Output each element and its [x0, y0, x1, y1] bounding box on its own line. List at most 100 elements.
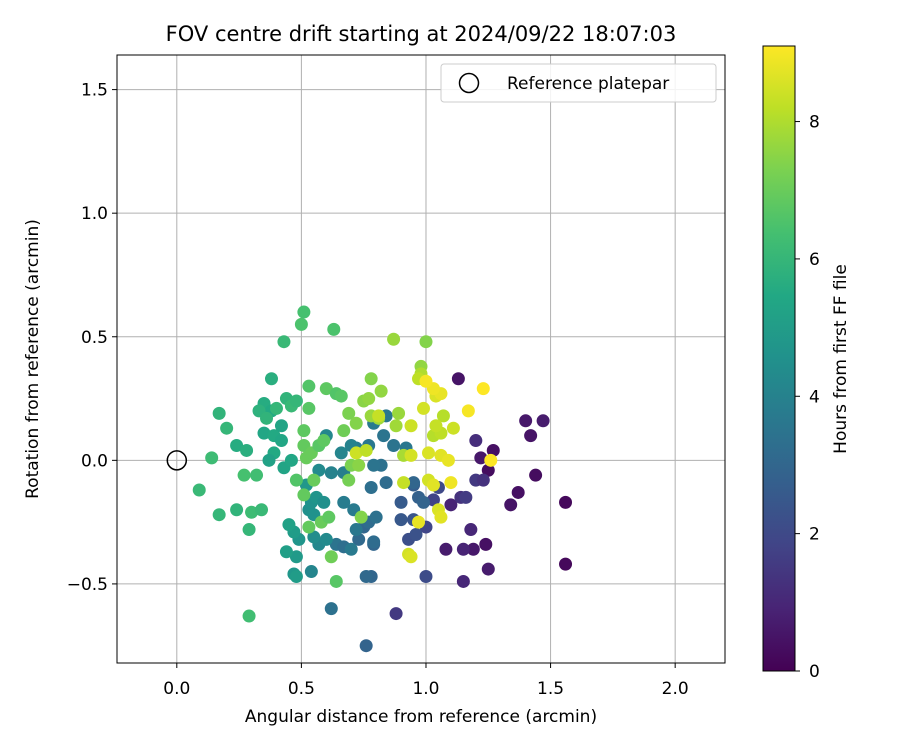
- data-point: [444, 476, 458, 490]
- data-point: [319, 382, 333, 396]
- data-point: [322, 510, 336, 524]
- data-point: [364, 481, 378, 495]
- data-point: [240, 443, 254, 457]
- data-point: [279, 545, 293, 559]
- data-point: [444, 498, 458, 512]
- x-axis: 0.0 0.5 1.0 1.5 2.0: [163, 663, 689, 699]
- data-point: [389, 607, 403, 621]
- data-point: [304, 565, 318, 579]
- data-point: [529, 468, 543, 482]
- colorbar-tick-label: 6: [809, 250, 820, 270]
- colorbar-ticks: 0 2 4 6 8: [795, 113, 820, 682]
- data-point: [359, 569, 373, 583]
- data-point: [282, 518, 296, 532]
- x-tick-label: 0.0: [163, 679, 190, 699]
- gridlines: [117, 55, 725, 663]
- data-point: [484, 453, 498, 467]
- data-point: [344, 542, 358, 556]
- data-point: [359, 443, 373, 457]
- data-point: [317, 495, 331, 509]
- data-point: [352, 458, 366, 472]
- reference-point-marker: [166, 450, 188, 471]
- data-point: [426, 478, 440, 492]
- data-point: [220, 421, 234, 435]
- data-point: [456, 542, 470, 556]
- data-point: [459, 490, 473, 504]
- data-point: [327, 322, 341, 336]
- legend-label: Reference platepar: [507, 74, 669, 94]
- data-point: [367, 535, 381, 549]
- data-point: [242, 609, 256, 623]
- data-point: [434, 510, 448, 524]
- data-point: [337, 495, 351, 509]
- x-tick-label: 2.0: [662, 679, 689, 699]
- data-point: [469, 434, 483, 448]
- data-point: [324, 602, 338, 616]
- data-point: [367, 458, 381, 472]
- data-point: [456, 574, 470, 588]
- data-point: [354, 510, 368, 524]
- data-point: [404, 550, 418, 564]
- data-point: [312, 463, 326, 477]
- data-point: [302, 379, 316, 393]
- data-point: [392, 406, 406, 420]
- legend-marker-icon: [458, 72, 480, 94]
- legend: Reference platepar: [440, 63, 717, 103]
- data-point: [372, 409, 386, 423]
- data-point: [374, 384, 388, 398]
- data-point: [486, 443, 500, 457]
- data-point: [317, 434, 331, 448]
- data-point: [407, 476, 421, 490]
- data-point: [409, 527, 423, 541]
- data-point: [264, 372, 278, 386]
- x-tick-label: 1.0: [412, 679, 439, 699]
- data-point: [421, 446, 435, 460]
- data-point: [429, 419, 443, 433]
- y-tick-label: 1.5: [81, 81, 108, 101]
- data-point: [302, 401, 316, 415]
- data-point: [237, 468, 251, 482]
- data-point: [479, 537, 493, 551]
- data-point: [461, 404, 475, 418]
- y-tick-label: −0.5: [67, 575, 108, 595]
- data-point: [426, 493, 440, 507]
- colorbar-tick-label: 4: [809, 387, 820, 407]
- data-point: [192, 483, 206, 497]
- data-point: [419, 374, 433, 388]
- data-point: [397, 476, 411, 490]
- legend-box: [440, 63, 717, 103]
- x-axis-label: Angular distance from reference (arcmin): [245, 707, 597, 727]
- data-point: [416, 495, 430, 509]
- data-point: [504, 498, 518, 512]
- data-point: [324, 466, 338, 480]
- x-tick-label: 0.5: [288, 679, 315, 699]
- data-point: [349, 446, 363, 460]
- data-point: [260, 411, 274, 425]
- data-points: [192, 305, 573, 653]
- data-point: [394, 513, 408, 527]
- data-point: [404, 448, 418, 462]
- data-point: [416, 401, 430, 415]
- data-point: [519, 414, 533, 428]
- data-point: [369, 510, 383, 524]
- colorbar-tick-label: 0: [809, 662, 820, 682]
- data-point: [337, 424, 351, 438]
- data-point: [319, 532, 333, 546]
- data-point: [559, 557, 573, 571]
- data-point: [342, 406, 356, 420]
- data-point: [362, 392, 376, 406]
- data-point: [230, 439, 244, 453]
- data-point: [307, 530, 321, 544]
- x-tick-label: 1.5: [537, 679, 564, 699]
- colorbar-gradient: [762, 45, 796, 672]
- data-point: [559, 495, 573, 509]
- data-point: [294, 317, 308, 331]
- data-point: [302, 520, 316, 534]
- data-point: [451, 372, 465, 386]
- data-point: [474, 451, 488, 465]
- y-tick-label: 0.0: [81, 451, 108, 471]
- data-point: [476, 382, 490, 396]
- data-point: [377, 429, 391, 443]
- data-point: [250, 468, 264, 482]
- data-point: [307, 473, 321, 487]
